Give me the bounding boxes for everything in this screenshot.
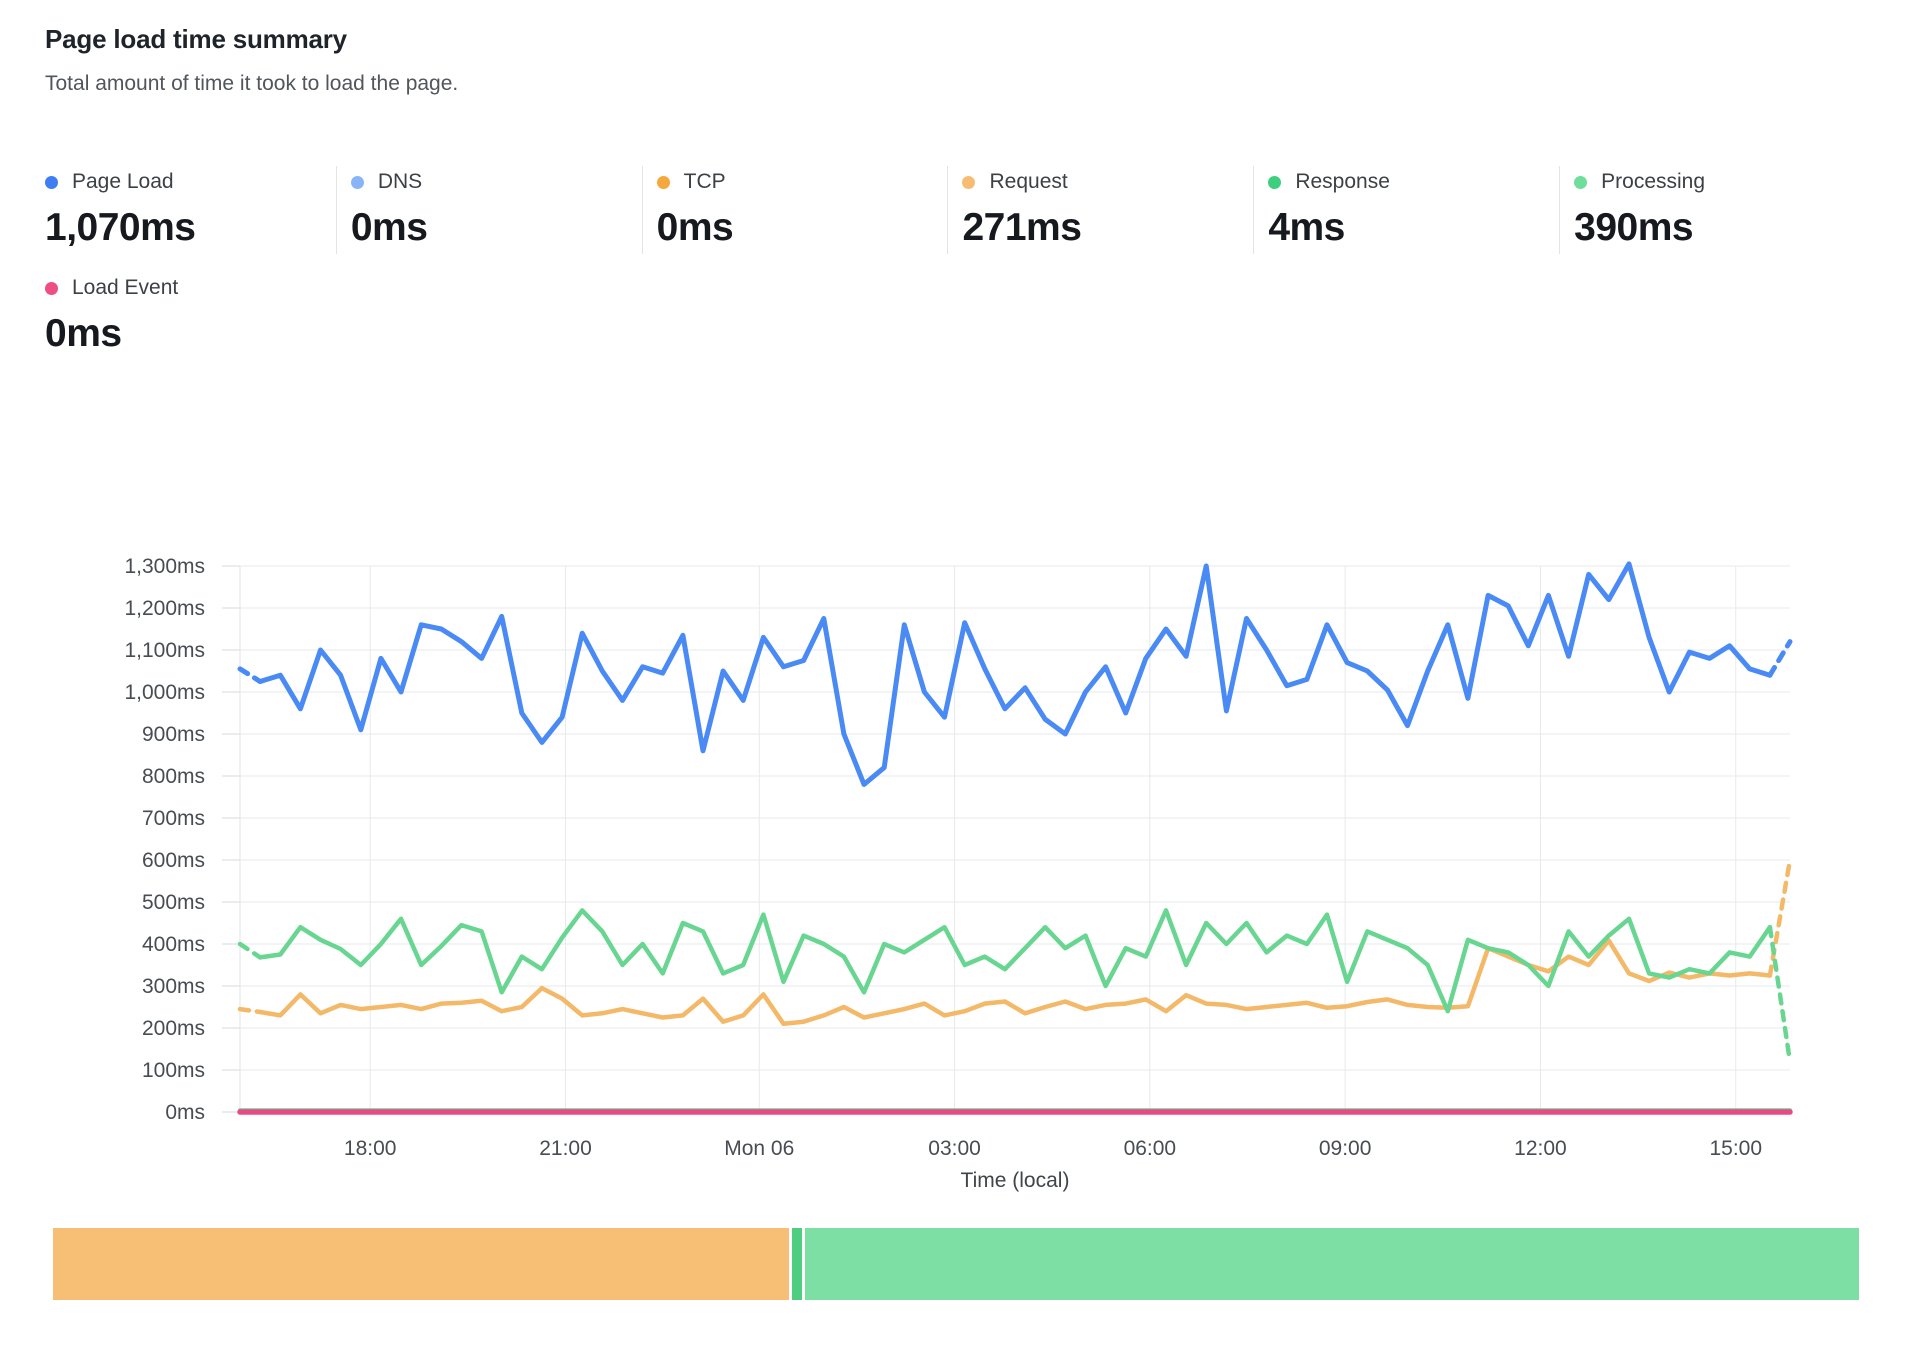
metric-value-response: 4ms [1268, 206, 1345, 249]
metrics-row: Page Load 1,070ms DNS 0ms TCP 0ms Reques… [45, 166, 1865, 254]
legend-processing: Processing [1574, 170, 1865, 194]
metric-value-tcp: 0ms [656, 206, 734, 249]
svg-text:900ms: 900ms [142, 723, 205, 746]
svg-text:500ms: 500ms [142, 891, 205, 914]
request-dot-icon [962, 175, 976, 189]
svg-text:0ms: 0ms [165, 1101, 205, 1124]
svg-text:400ms: 400ms [142, 933, 205, 956]
svg-text:1,000ms: 1,000ms [124, 681, 205, 704]
svg-text:600ms: 600ms [142, 849, 205, 872]
metric-value-load-event: 0ms [45, 312, 122, 355]
timeline-segment-processing-phase [805, 1228, 1860, 1300]
metric-label-response: Response [1295, 170, 1390, 193]
metric-value-request: 271ms [962, 206, 1082, 249]
metric-label-load-event: Load Event [72, 276, 179, 299]
svg-text:800ms: 800ms [142, 765, 205, 788]
load-time-chart[interactable]: 0ms 100ms 200ms 300ms 400ms 500ms 600ms 700ms 80… [0, 430, 1910, 1210]
svg-text:100ms: 100ms [142, 1059, 205, 1082]
dns-dot-icon [350, 175, 364, 189]
svg-text:1,100ms: 1,100ms [124, 639, 205, 662]
metric-label-dns: DNS [377, 170, 423, 193]
svg-text:03:00: 03:00 [928, 1137, 981, 1160]
metric-card-page-load[interactable]: Page Load 1,070ms [45, 166, 336, 254]
svg-text:1,200ms: 1,200ms [124, 597, 205, 620]
metric-label-page-load: Page Load [72, 170, 174, 193]
legend-request: Request [962, 170, 1253, 194]
legend-response: Response [1268, 170, 1559, 194]
legend-load-event: Load Event [45, 276, 445, 300]
metric-value-page-load: 1,070ms [45, 206, 196, 249]
tcp-dot-icon [656, 175, 670, 189]
metric-card-response[interactable]: Response 4ms [1253, 166, 1559, 254]
svg-text:200ms: 200ms [142, 1017, 205, 1040]
metric-label-request: Request [989, 170, 1068, 193]
svg-text:1,300ms: 1,300ms [124, 555, 205, 578]
status-timeline-bar [53, 1228, 1860, 1300]
metrics-row-2: Load Event 0ms [45, 272, 445, 360]
svg-text:18:00: 18:00 [344, 1137, 397, 1160]
response-dot-icon [1268, 175, 1282, 189]
metric-card-load-event[interactable]: Load Event 0ms [45, 272, 445, 360]
svg-text:12:00: 12:00 [1514, 1137, 1567, 1160]
processing-dot-icon [1574, 175, 1588, 189]
page-title: Page load time summary [45, 24, 347, 54]
timeline-segment-request-phase [53, 1228, 789, 1300]
metric-label-tcp: TCP [683, 170, 726, 193]
legend-tcp: TCP [656, 170, 948, 194]
metric-card-dns[interactable]: DNS 0ms [335, 166, 642, 254]
page-load-dot-icon [45, 175, 58, 189]
svg-text:700ms: 700ms [142, 807, 205, 830]
timeline-segment-transition-phase [791, 1228, 803, 1300]
metric-label-processing: Processing [1601, 170, 1706, 193]
svg-text:09:00: 09:00 [1319, 1137, 1372, 1160]
load-event-dot-icon [45, 281, 58, 295]
metric-card-request[interactable]: Request 271ms [947, 166, 1253, 254]
page-subtitle: Total amount of time it took to load the… [45, 72, 459, 95]
metric-card-processing[interactable]: Processing 390ms [1559, 166, 1865, 254]
svg-text:06:00: 06:00 [1124, 1137, 1177, 1160]
legend-page-load: Page Load [45, 170, 336, 194]
metric-value-processing: 390ms [1574, 206, 1694, 249]
metric-card-tcp[interactable]: TCP 0ms [641, 166, 948, 254]
svg-text:300ms: 300ms [142, 975, 205, 998]
svg-text:21:00: 21:00 [539, 1137, 592, 1160]
svg-text:15:00: 15:00 [1709, 1137, 1762, 1160]
svg-text:Time (local): Time (local) [961, 1169, 1070, 1192]
metric-value-dns: 0ms [350, 206, 428, 249]
legend-dns: DNS [350, 170, 642, 194]
svg-text:Mon 06: Mon 06 [724, 1137, 794, 1160]
